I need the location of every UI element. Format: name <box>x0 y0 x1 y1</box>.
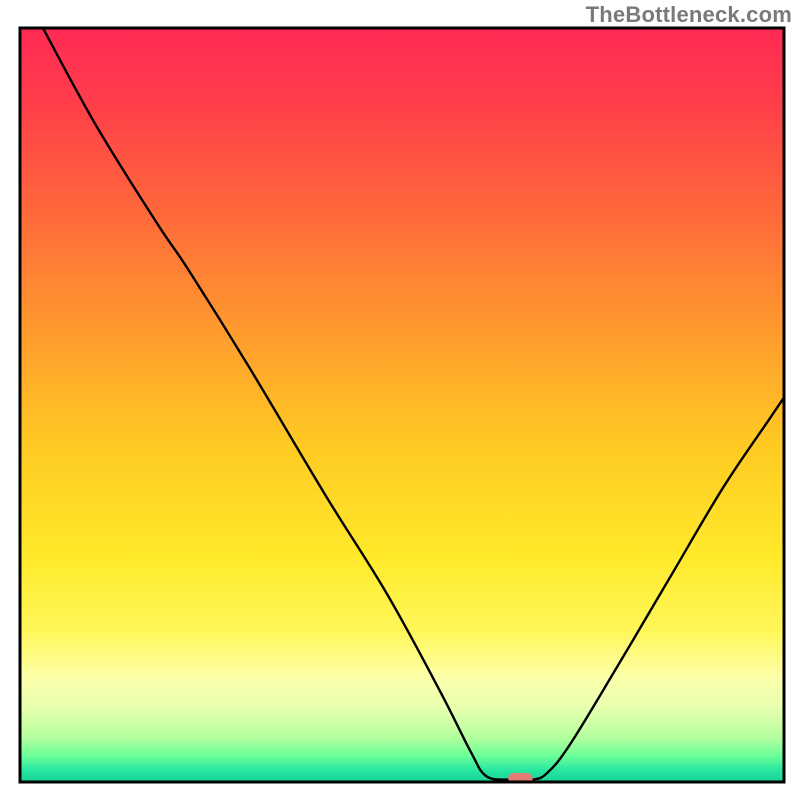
watermark-text: TheBottleneck.com <box>586 2 792 28</box>
chart-background <box>20 28 784 782</box>
chart-stage: TheBottleneck.com <box>0 0 800 800</box>
bottleneck-chart <box>0 0 800 800</box>
